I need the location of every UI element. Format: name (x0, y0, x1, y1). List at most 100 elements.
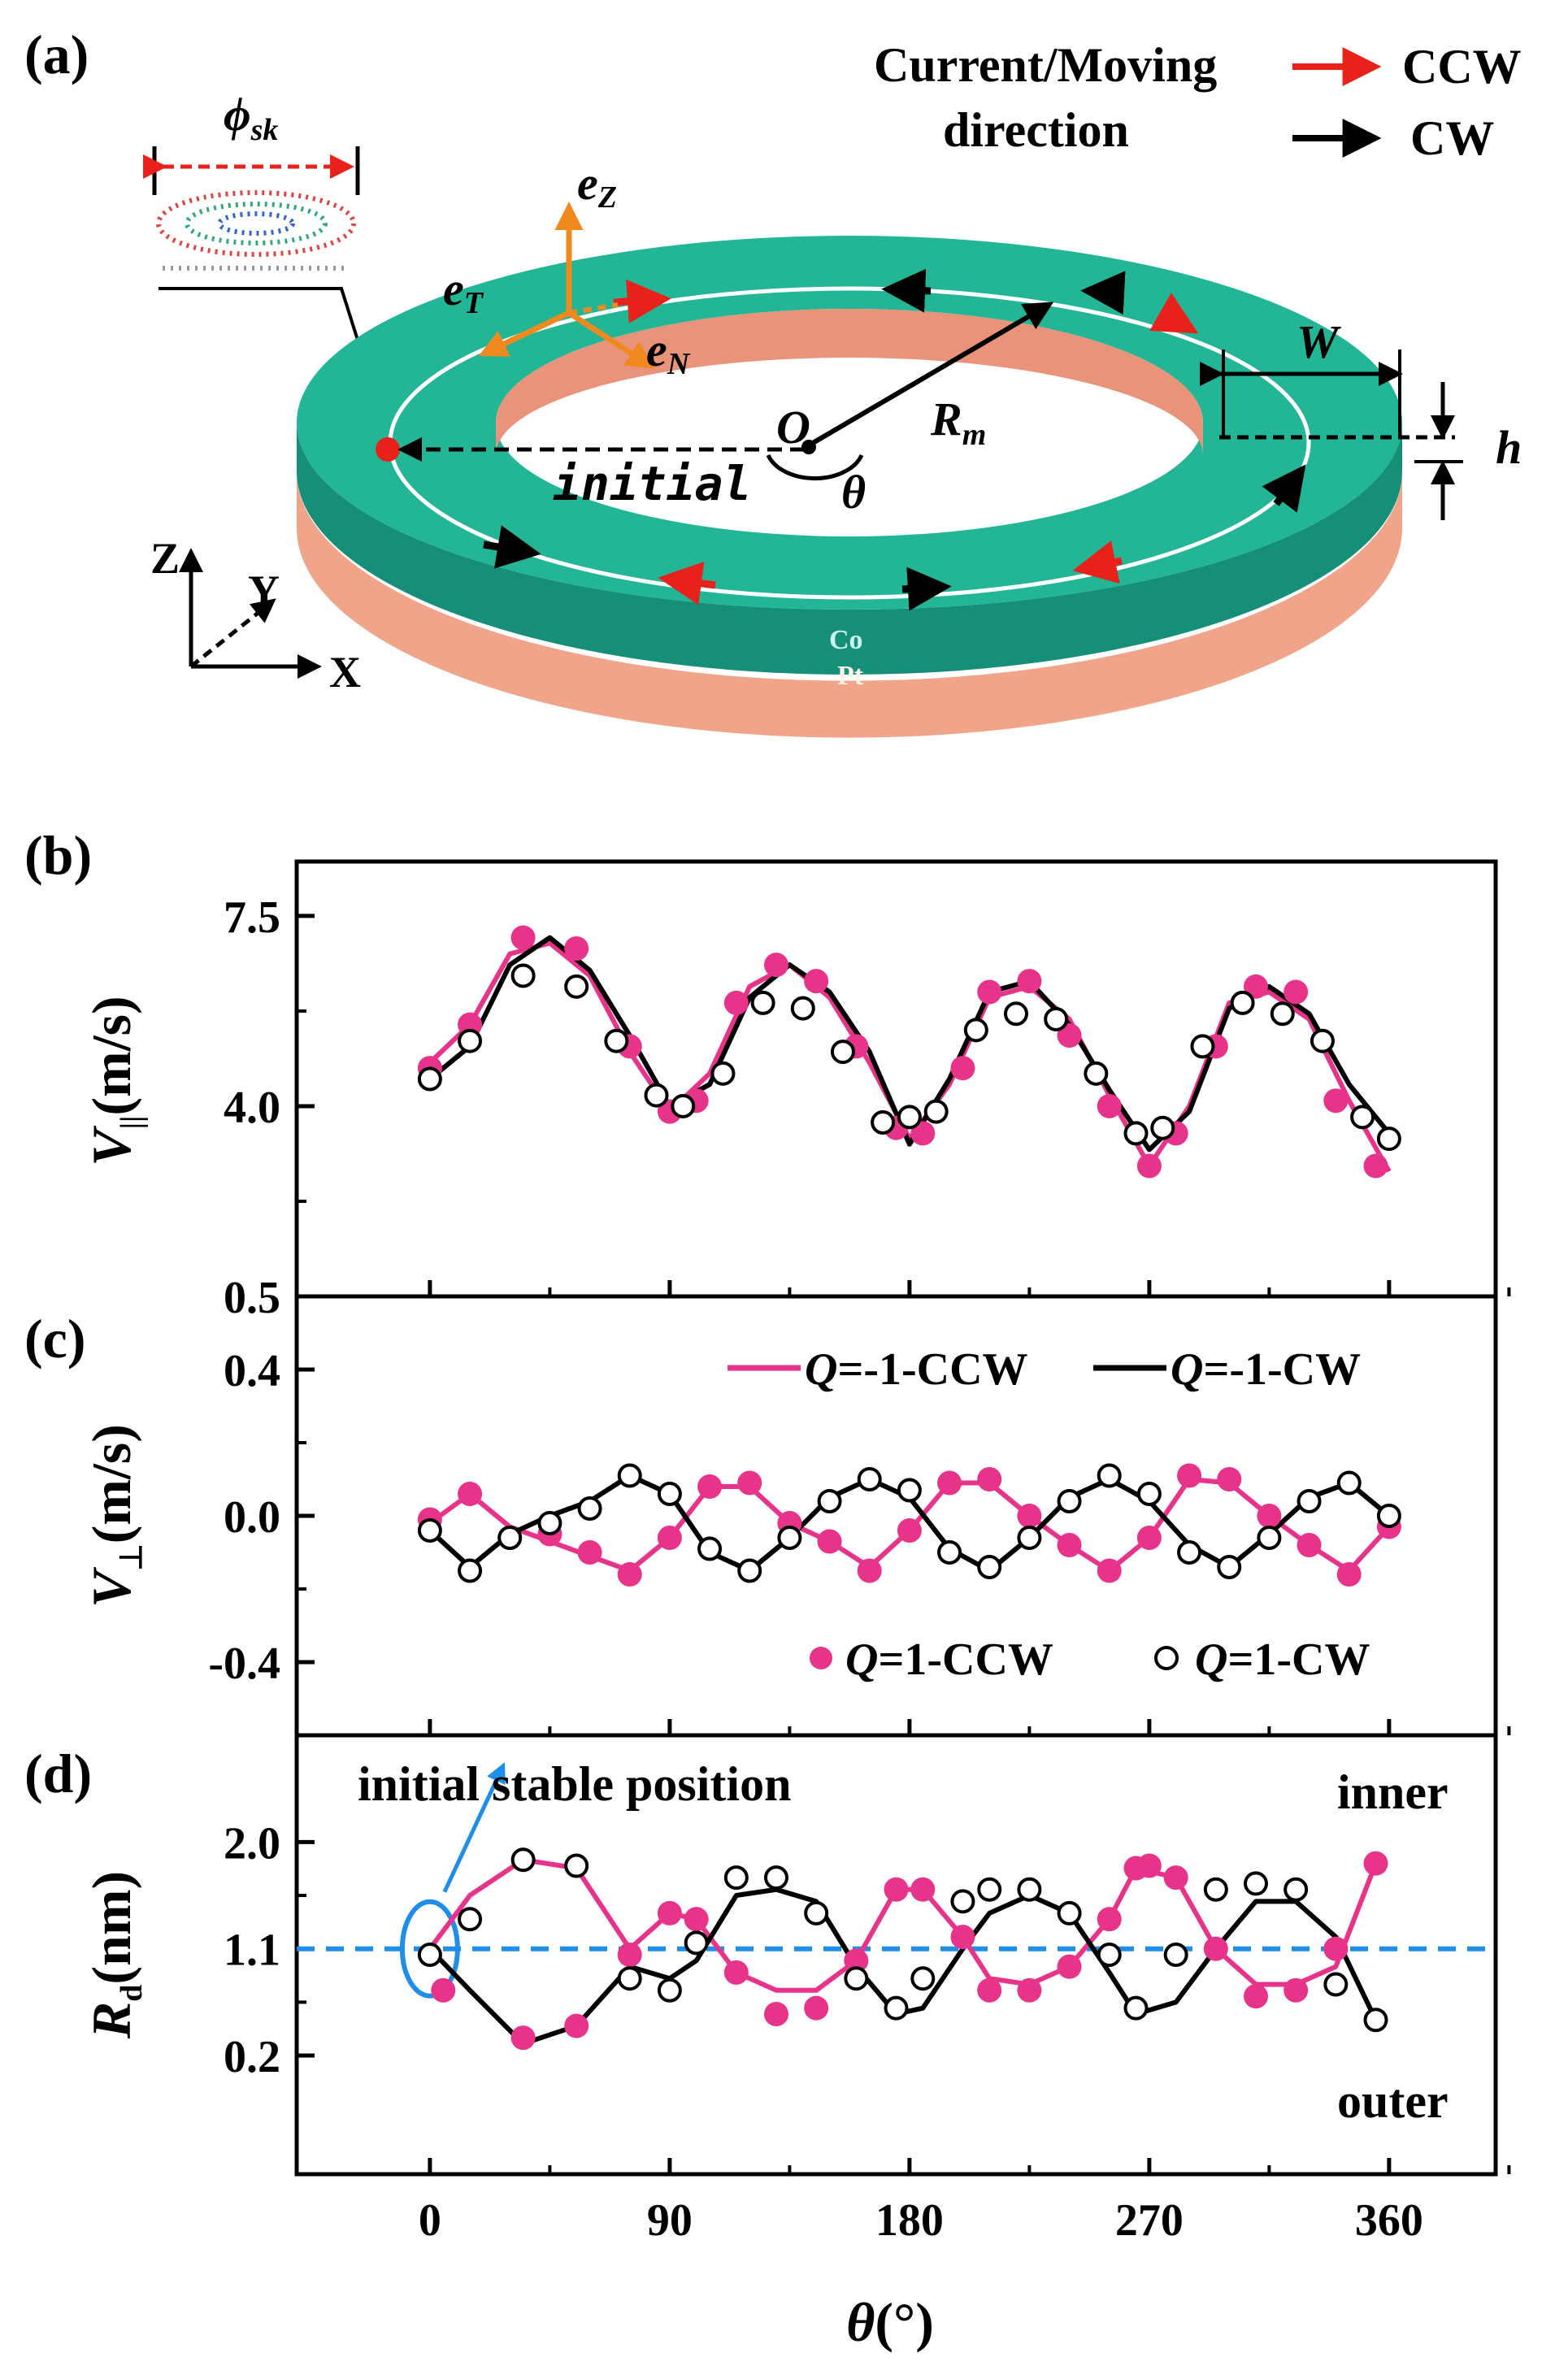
thickness-label: h (1496, 421, 1522, 474)
point-Q=1-CCW (1017, 969, 1042, 994)
legend-q1-cw-marker (1154, 1646, 1179, 1670)
point-Q=1-CCW (617, 1943, 642, 1967)
point-Q=1-CW (1244, 1871, 1268, 1896)
point-Q=1-CW (1097, 1943, 1122, 1967)
point-Q=1-CW (844, 1966, 869, 1991)
ytick-label: 0.5 (224, 1273, 280, 1323)
ytick-label: 7.5 (224, 892, 280, 943)
point-Q=1-CW (857, 1467, 882, 1491)
point-Q=1-CW (1363, 2008, 1388, 2033)
point-Q=1-CW (910, 1966, 936, 1991)
panel-c-plot: -0.4 0.0 0.4 (208, 1346, 1511, 1735)
point-Q=1-CW (937, 1540, 962, 1565)
point-Q=1-CW (1097, 1463, 1122, 1488)
point-Q=1-CCW (564, 2013, 589, 2038)
point-Q=1-CCW (1297, 1533, 1322, 1557)
point-Q=1-CCW (1244, 974, 1268, 999)
point-Q=1-CCW (458, 1482, 483, 1506)
point-Q=1-CW (790, 996, 815, 1021)
point-Q=1-CW (1057, 1900, 1082, 1925)
point-Q=1-CCW (1323, 1936, 1349, 1961)
global-axes (179, 548, 322, 679)
point-Q=1-CW (1190, 1034, 1215, 1059)
point-Q=1-CCW (804, 969, 829, 994)
label-outer: outer (1337, 2074, 1449, 2128)
point-Q=1-CW (1217, 1555, 1242, 1579)
axis-z-label: Z (150, 534, 180, 583)
point-Q=1-CW (830, 1040, 855, 1065)
point-Q=1-CCW (1017, 1977, 1042, 2003)
point-Q=1-CW (1336, 1470, 1362, 1496)
point-Q=1-CW (657, 1482, 682, 1506)
legend-q-1-cw-label: Q=-1-CW (1171, 1344, 1361, 1395)
point-Q=1-CW (764, 1865, 788, 1891)
point-Q=1-CCW (697, 1474, 723, 1499)
unit-vectors (478, 202, 655, 369)
series-line-Q=-1-CW (428, 935, 1392, 1153)
xtick-label: 180 (875, 2195, 944, 2246)
point-Q=1-CW (458, 1907, 483, 1932)
skyrmion-diameter-symbol: ϕsk (224, 88, 278, 147)
point-Q=1-CW (617, 1966, 642, 1991)
point-Q=1-CW (1044, 1006, 1069, 1031)
legend-cw-label: CW (1410, 111, 1494, 165)
point-Q=1-CCW (764, 2001, 788, 2026)
point-Q=1-CCW (1284, 1977, 1309, 2003)
point-Q=1-CW (950, 1889, 975, 1914)
point-Q=1-CW (458, 1558, 483, 1583)
panel-a-label: (a) (24, 24, 89, 85)
point-Q=1-CCW (937, 1470, 962, 1496)
point-Q=1-CW (1203, 1877, 1228, 1902)
point-Q=1-CCW (510, 2025, 536, 2051)
point-Q=1-CW (750, 990, 775, 1015)
layer-co-label: Co (829, 625, 863, 655)
point-Q=1-CW (1284, 1877, 1309, 1902)
panel-c: (c) -0.40.00.4 V⊥(m/s) Q=-1-CCW Q=-1-CW … (24, 1294, 1511, 1738)
point-Q=1-CW (804, 1900, 829, 1925)
point-Q=1-CCW (844, 1948, 869, 1973)
point-Q=1-CW (510, 1847, 536, 1873)
point-Q=1-CCW (1257, 1504, 1282, 1528)
point-Q=1-CW (1257, 1526, 1282, 1550)
point-Q=1-CCW (1097, 1907, 1122, 1932)
panel-b-plot: 0.5 4.0 7.5 (224, 892, 1511, 1323)
point-Q=1-CW (1163, 1943, 1188, 1967)
legend-q1-ccw-label: Q=1-CCW (845, 1634, 1053, 1685)
point-Q=1-CCW (1244, 1984, 1268, 2009)
point-Q=1-CW (657, 1977, 682, 2003)
point-Q=1-CCW (723, 1960, 749, 1985)
point-Q=1-CCW (950, 1925, 975, 1950)
point-Q=1-CCW (804, 1995, 829, 2021)
point-Q=1-CCW (1203, 1936, 1228, 1961)
point-Q=1-CW (1350, 1105, 1375, 1130)
point-Q=1-CW (604, 1028, 629, 1053)
point-Q=1-CCW (1097, 1558, 1122, 1583)
point-Q=1-CW (963, 1018, 988, 1043)
point-Q=1-CW (737, 1558, 762, 1583)
point-Q=1-CW (1177, 1540, 1202, 1565)
point-Q=1-CCW (617, 1562, 642, 1587)
point-Q=1-CW (777, 1526, 802, 1550)
point-Q=1-CCW (1136, 1853, 1162, 1878)
point-Q=1-CCW (723, 990, 749, 1015)
point-Q=1-CCW (431, 1977, 456, 2003)
panel-d-plot: 0.2 1.1 2.0 0 90 180 270 360 (224, 1762, 1511, 2246)
point-Q=1-CW (884, 1995, 909, 2021)
panel-b-frame (294, 859, 1498, 1299)
ytick-label: 0.2 (224, 2032, 280, 2082)
point-Q=1-CCW (977, 979, 1002, 1005)
point-Q=1-CCW (897, 1518, 922, 1543)
point-Q=1-CW (564, 1853, 589, 1878)
xtick-label: 360 (1355, 2195, 1423, 2246)
point-Q=1-CCW (1136, 1526, 1162, 1550)
point-Q=1-CCW (1323, 1088, 1349, 1114)
point-Q=1-CW (617, 1463, 642, 1488)
vector-et-label: eT (443, 263, 484, 320)
point-Q=1-CCW (1336, 1562, 1362, 1587)
point-Q=1-CW (1084, 1061, 1109, 1086)
point-Q=1-CW (1230, 990, 1255, 1015)
vector-ez-label: eZ (577, 157, 617, 215)
panel-b: (b) 0.5 4.0 7.5 V||(m/s) (24, 824, 1511, 1323)
ytick-label: 4.0 (224, 1083, 280, 1133)
